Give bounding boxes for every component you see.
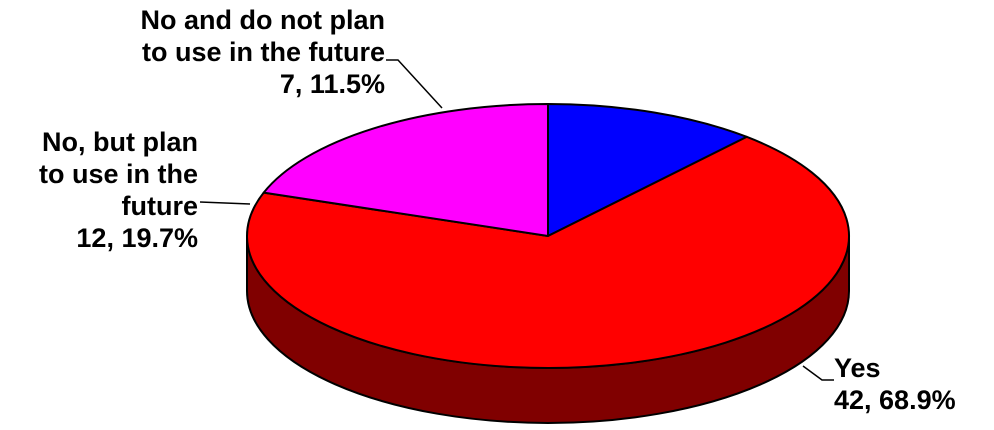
slice-label-no-and-no-plan: No and do not plan to use in the future … [100, 4, 385, 100]
slice-label-line: future [121, 191, 199, 221]
slice-label-no-but-plan: No, but plan to use in the future 12, 19… [0, 126, 198, 254]
leader-line-no-but-plan [199, 201, 251, 205]
slice-value-label: 12, 19.7% [76, 223, 198, 253]
slice-label-line: No, but plan [42, 127, 198, 157]
slice-label-line: to use in the [38, 159, 198, 189]
slice-yes [246, 135, 850, 369]
slice-label-line: to use in the future [142, 37, 385, 67]
slice-label-yes: Yes 42, 68.9% [834, 352, 956, 416]
leader-line-no-and-no-plan [386, 59, 443, 109]
slice-value-label: 42, 68.9% [834, 385, 956, 415]
slice-label-line: No and do not plan [140, 5, 385, 35]
leader-line-yes [802, 365, 834, 381]
slice-no-and-no-plan [547, 103, 748, 237]
slice-value-label: 7, 11.5% [279, 69, 385, 99]
slice-no-but-plan [262, 103, 549, 237]
slice-label-line: Yes [834, 353, 881, 383]
